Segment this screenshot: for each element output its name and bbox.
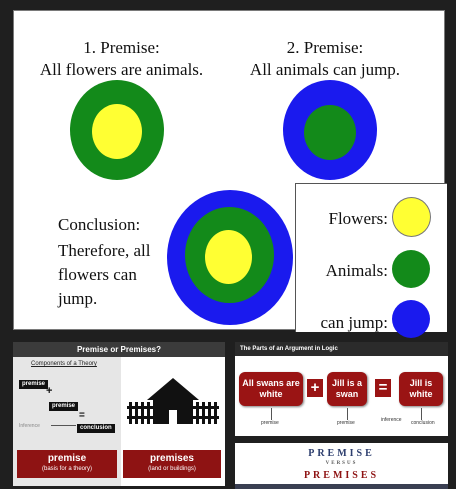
premises-definition-caption: (land or buildings) xyxy=(148,466,196,472)
flowers-circle-small xyxy=(205,230,252,284)
conclusion-text: Conclusion: Therefore, all flowers can j… xyxy=(58,213,168,311)
conclusion-arrow xyxy=(421,408,422,420)
legend-swatch-can-jump xyxy=(392,300,430,338)
versus-word-premise: PREMISE xyxy=(308,448,375,459)
premise-or-premises-thumbnail[interactable]: Premise or Premises? Components of a The… xyxy=(13,342,225,486)
animals-circle-inner xyxy=(304,105,356,160)
conclusion-line-2: flowers can xyxy=(58,265,137,284)
house-icon xyxy=(127,378,219,424)
premise-versus-premises-thumbnail[interactable]: PREMISE VERSUS PREMISES xyxy=(235,443,448,489)
thumbnail-header: Premise or Premises? xyxy=(13,342,225,357)
premises-definition-box: premises (land or buildings) xyxy=(123,450,221,478)
premise-label-b: premise xyxy=(49,402,79,411)
premise-arrow-2 xyxy=(347,408,348,420)
legend-label-flowers: Flowers: xyxy=(328,209,389,228)
premise-definition-box: premise (basis for a theory) xyxy=(17,450,117,478)
legend-swatch-animals xyxy=(392,250,430,288)
premise-caption-2: premise xyxy=(337,420,355,426)
plus-sign: + xyxy=(46,385,53,397)
plus-sign: + xyxy=(307,379,323,397)
legend-label-animals: Animals: xyxy=(325,261,388,280)
thumbnail-header: The Parts of an Argument in Logic xyxy=(235,342,448,356)
premise-definition-title: premise xyxy=(47,453,87,464)
premise-box-1: All swans are white xyxy=(239,372,303,406)
legend-label-can-jump: can jump: xyxy=(320,313,388,332)
premises-definition-title: premises xyxy=(150,453,194,464)
conclusion-line-1: Therefore, all xyxy=(58,241,151,260)
premise-2-text: 2. Premise: All animals can jump. xyxy=(230,37,420,81)
premise-1-text: 1. Premise: All flowers are animals. xyxy=(24,37,219,81)
premise-definition-caption: (basis for a theory) xyxy=(41,466,93,472)
conclusion-caption: conclusion xyxy=(411,420,435,426)
inference-arrow xyxy=(51,425,76,426)
syllogism-diagram: 1. Premise: All flowers are animals. 2. … xyxy=(13,10,447,338)
equals-sign: = xyxy=(375,379,391,397)
premise-2-statement: All animals can jump. xyxy=(249,60,401,79)
parts-of-argument-thumbnail[interactable]: The Parts of an Argument in Logic All sw… xyxy=(235,342,448,436)
premise-caption-1: premise xyxy=(261,420,279,426)
premise-2-title: 2. Premise: xyxy=(286,38,364,57)
conclusion-box: Jill is white xyxy=(399,372,443,406)
theory-subtitle: Components of a Theory xyxy=(31,361,97,367)
inference-caption: inference xyxy=(381,417,402,423)
premise-label-a: premise xyxy=(19,380,49,389)
bottom-band xyxy=(235,484,448,489)
legend-swatch-flowers xyxy=(392,197,431,237)
legend: Flowers: Animals: can jump: xyxy=(295,183,447,338)
premise-box-2: Jill is a swan xyxy=(327,372,367,406)
versus-word-premises: PREMISES xyxy=(303,470,380,481)
premise-1-title: 1. Premise: xyxy=(83,38,160,57)
conclusion-line-3: jump. xyxy=(58,289,98,308)
flowers-circle xyxy=(92,104,142,159)
premise-1-statement: All flowers are animals. xyxy=(39,60,204,79)
conclusion-title: Conclusion: xyxy=(58,215,141,234)
inference-label: Inference xyxy=(19,423,40,429)
equals-sign: = xyxy=(79,410,85,421)
conclusion-label: conclusion xyxy=(77,424,115,433)
versus-word-versus: VERSUS xyxy=(325,461,358,466)
premise-arrow-1 xyxy=(271,408,272,420)
